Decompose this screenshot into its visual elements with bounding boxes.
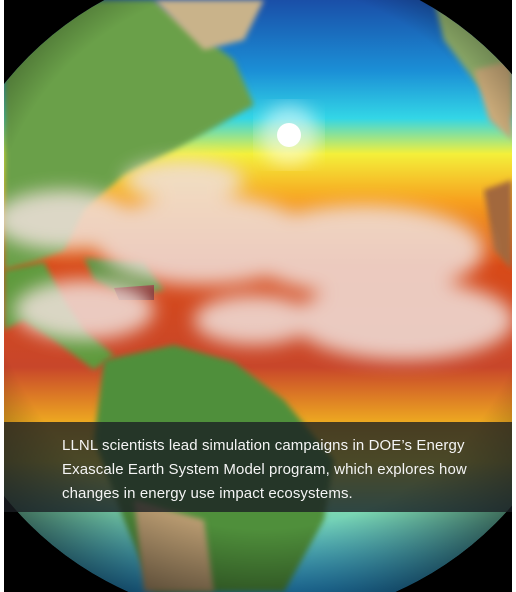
caption: LLNL scientists lead simulation campaign…	[62, 437, 467, 502]
caption-band: LLNL scientists lead simulation campaign…	[4, 422, 512, 512]
